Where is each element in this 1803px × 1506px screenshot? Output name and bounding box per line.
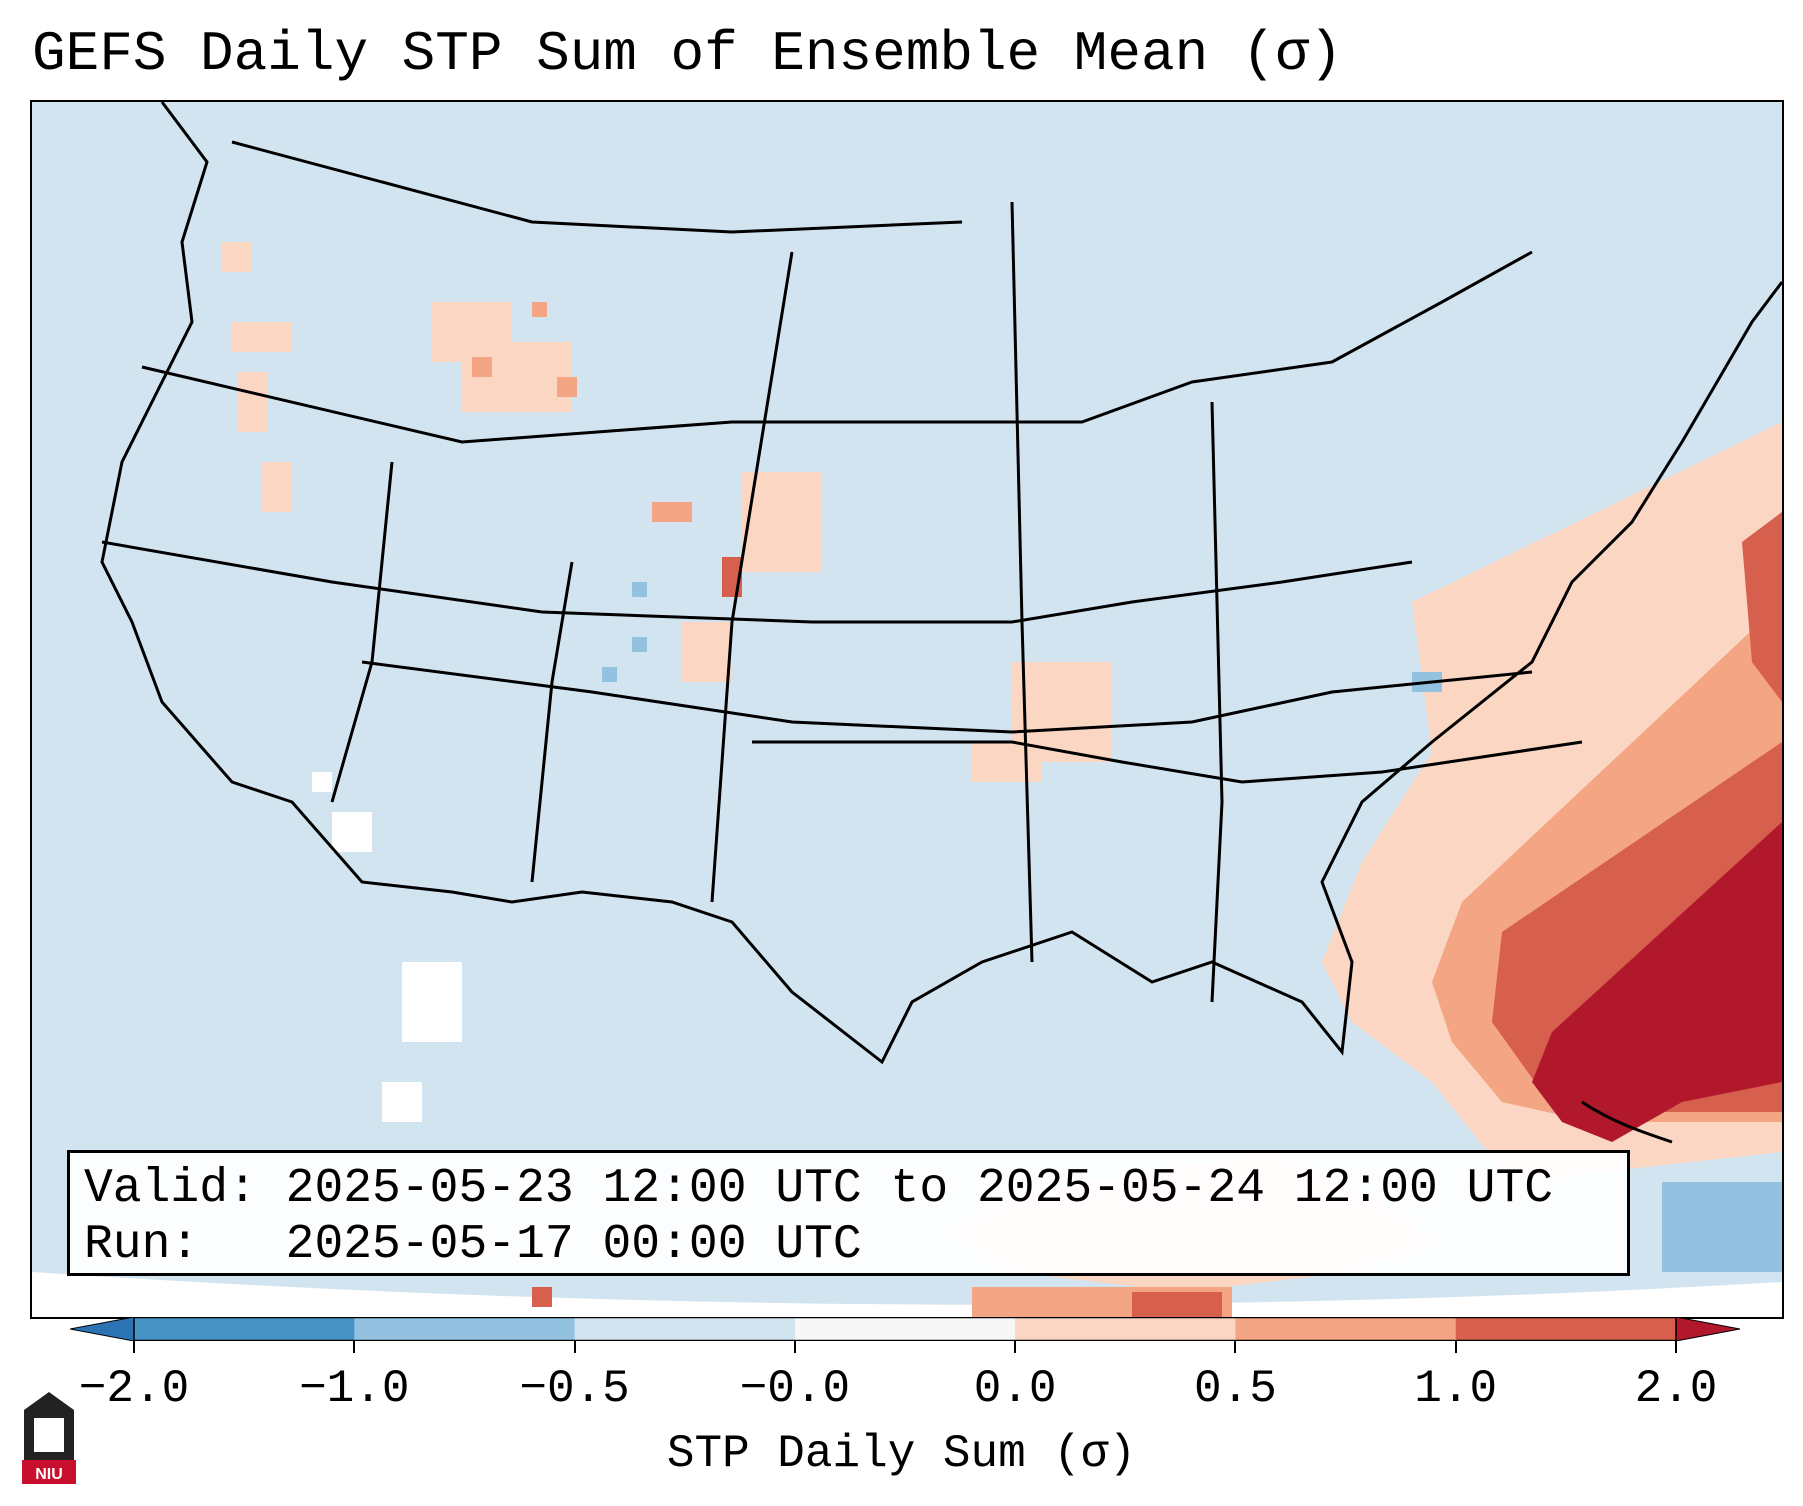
- shading-1.0-2.0-ne: [1742, 512, 1782, 702]
- cell: [332, 812, 372, 852]
- cell: [312, 772, 332, 792]
- valid-value: 2025-05-23 12:00 UTC to 2025-05-24 12:00…: [285, 1162, 1554, 1216]
- meridian-line-1: [530, 561, 574, 883]
- shading-carib-neg: [1662, 1182, 1782, 1272]
- cell: [682, 622, 732, 682]
- colorbar-tick-mark: [1014, 1341, 1017, 1353]
- colorbar-tick-label: −1.0: [299, 1363, 410, 1415]
- colorbar-tick-label: 2.0: [1634, 1363, 1718, 1415]
- colorbar-tick-mark: [133, 1341, 135, 1353]
- colorbar-tick-mark: [353, 1341, 356, 1353]
- colorbar-tick-mark: [1234, 1341, 1237, 1353]
- coastline: [100, 102, 1782, 1065]
- colorbar-bin: [1235, 1317, 1457, 1341]
- northern-states-line: [141, 250, 1533, 444]
- logo-window: [34, 1418, 64, 1452]
- colorbar-bin: [1455, 1317, 1677, 1341]
- cell: [972, 742, 1042, 782]
- colorbar-bin: [134, 1317, 355, 1341]
- projection-edge: [32, 1272, 1782, 1317]
- colorbar-extend-max: [1675, 1317, 1740, 1341]
- run-row: Run: 2025-05-17 00:00 UTC: [84, 1217, 1613, 1273]
- map-svg: [32, 102, 1782, 1317]
- colorbar-extend-min: [70, 1317, 135, 1341]
- cell: [632, 582, 647, 597]
- colorbar-bin: [574, 1317, 796, 1341]
- colorbar-bin: [1015, 1317, 1236, 1341]
- cell: [402, 962, 462, 1042]
- colorbar-ticks: −2.0 −1.0 −0.5 −0.0 0.0 0.5 1.0 2.0: [0, 1341, 1803, 1431]
- colorbar-bin: [354, 1317, 576, 1341]
- colorbar-tick-mark: [1675, 1341, 1677, 1353]
- niu-logo: NIU: [22, 1392, 76, 1484]
- meridian-line-2: [710, 251, 794, 903]
- colorbar-bin: [794, 1317, 1016, 1341]
- colorbar-tick-label: 0.0: [973, 1363, 1057, 1415]
- colorbar: [70, 1317, 1740, 1341]
- cell: [532, 1287, 552, 1307]
- logo-text: NIU: [35, 1466, 63, 1483]
- interstate-line-2: [361, 660, 1533, 734]
- shading-gulf-1.0-2.0: [1132, 1292, 1222, 1317]
- chart-title: GEFS Daily STP Sum of Ensemble Mean (σ): [32, 22, 1343, 86]
- cuba-outline: [1581, 1100, 1673, 1144]
- colorbar-label: STP Daily Sum (σ): [666, 1428, 1137, 1480]
- colorbar-tick-mark: [1454, 1341, 1457, 1353]
- valid-run-box: Valid: 2025-05-23 12:00 UTC to 2025-05-2…: [67, 1150, 1630, 1276]
- colorbar-tick-label: −0.5: [519, 1363, 630, 1415]
- canada-border: [231, 140, 963, 234]
- valid-label: Valid:: [84, 1162, 257, 1216]
- meridian-line-4: [1210, 401, 1224, 1003]
- cell: [382, 1082, 422, 1122]
- colorbar-tick-label: 0.5: [1194, 1363, 1277, 1415]
- valid-row: Valid: 2025-05-23 12:00 UTC to 2025-05-2…: [84, 1161, 1613, 1217]
- cell: [602, 667, 617, 682]
- cell: [222, 242, 252, 272]
- cell: [232, 322, 292, 352]
- cell: [237, 372, 267, 432]
- interstate-line-3: [752, 740, 1583, 784]
- logo-banner: [22, 1460, 76, 1484]
- shading-gt-2.0: [1532, 822, 1782, 1142]
- map-panel: [30, 100, 1784, 1319]
- cell: [557, 377, 577, 397]
- meridian-line-3: [1010, 201, 1034, 963]
- political-boundaries: [100, 102, 1782, 1144]
- cell: [632, 637, 647, 652]
- colorbar-tick-label: −0.0: [739, 1363, 851, 1415]
- run-label: Run:: [84, 1218, 200, 1272]
- interstate-line-1: [101, 540, 1413, 624]
- cell: [532, 302, 547, 317]
- cell: [262, 462, 292, 512]
- colorbar-tick-mark: [793, 1341, 796, 1353]
- cell: [472, 357, 492, 377]
- colorbar-tick-label: 1.0: [1414, 1363, 1498, 1415]
- cell: [652, 502, 692, 522]
- run-value: 2025-05-17 00:00 UTC: [285, 1218, 862, 1272]
- cell: [742, 472, 822, 572]
- colorbar-outline: [133, 1317, 1677, 1341]
- colorbar-tick-mark: [573, 1341, 576, 1353]
- colorbar-tick-label: −2.0: [78, 1363, 190, 1415]
- meridian-line-5: [330, 461, 394, 803]
